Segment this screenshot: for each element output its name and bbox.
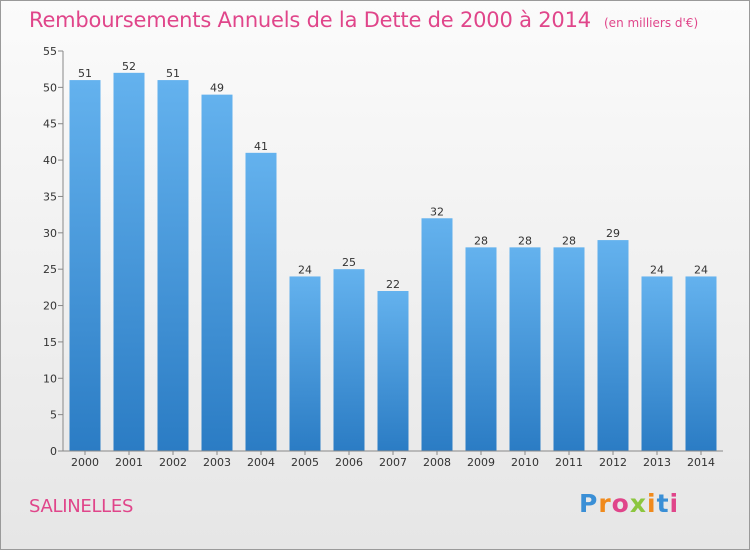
bar xyxy=(157,80,189,451)
x-tick-label: 2011 xyxy=(555,456,583,469)
bar xyxy=(69,80,101,451)
bar xyxy=(245,152,277,451)
data-label: 24 xyxy=(298,263,312,276)
bars: 51 52 51 49 41 24 25 22 32 28 28 28 29 24 24 xyxy=(69,60,717,452)
bar xyxy=(421,218,453,451)
x-axis: 2000 2001 2002 2003 2004 2005 2006 2007 2008 2009… xyxy=(63,450,723,469)
logo-letter: i xyxy=(647,489,657,518)
data-label: 24 xyxy=(650,263,664,276)
data-label: 22 xyxy=(386,278,400,291)
x-tick-label: 2009 xyxy=(467,456,495,469)
x-tick-label: 2001 xyxy=(115,456,143,469)
x-tick-label: 2010 xyxy=(511,456,539,469)
data-label: 51 xyxy=(166,67,180,80)
x-tick-label: 2005 xyxy=(291,456,319,469)
data-label: 28 xyxy=(474,234,488,247)
y-tick-label: 45 xyxy=(43,118,57,131)
data-label: 51 xyxy=(78,67,92,80)
bar xyxy=(597,240,629,451)
bar xyxy=(641,276,673,451)
logo-letter: i xyxy=(669,489,680,518)
data-label: 28 xyxy=(518,234,532,247)
bar xyxy=(113,72,145,452)
x-tick-label: 2006 xyxy=(335,456,363,469)
x-tick-label: 2008 xyxy=(423,456,451,469)
x-tick-label: 2013 xyxy=(643,456,671,469)
x-tick-label: 2014 xyxy=(687,456,715,469)
bar xyxy=(201,94,233,452)
logo-letter: t xyxy=(656,489,670,518)
data-label: 29 xyxy=(606,227,620,240)
chart-subtitle: (en milliers d'€) xyxy=(604,16,699,30)
place-name: SALINELLES xyxy=(29,496,134,517)
bar xyxy=(333,269,365,451)
bar xyxy=(289,276,321,451)
bar xyxy=(685,276,717,451)
proxiti-logo: Proxiti xyxy=(579,489,679,518)
y-tick-label: 30 xyxy=(43,227,57,240)
bar xyxy=(465,247,497,451)
x-tick-label: 2000 xyxy=(71,456,99,469)
data-label: 24 xyxy=(694,263,708,276)
data-label: 41 xyxy=(254,140,268,153)
chart-title: Remboursements Annuels de la Dette de 20… xyxy=(29,8,591,32)
data-label: 28 xyxy=(562,234,576,247)
x-tick-label: 2007 xyxy=(379,456,407,469)
bar xyxy=(553,247,585,451)
y-tick-label: 15 xyxy=(43,336,57,349)
x-tick-label: 2004 xyxy=(247,456,275,469)
data-label: 25 xyxy=(342,256,356,269)
y-tick-label: 10 xyxy=(43,372,57,385)
data-label: 52 xyxy=(122,60,136,73)
y-tick-label: 35 xyxy=(43,190,57,203)
data-label: 49 xyxy=(210,82,224,95)
y-tick-label: 50 xyxy=(43,81,57,94)
bar xyxy=(377,291,409,451)
y-tick-label: 20 xyxy=(43,300,57,313)
x-tick-label: 2002 xyxy=(159,456,187,469)
bar xyxy=(509,247,541,451)
x-tick-label: 2012 xyxy=(599,456,627,469)
y-tick-label: 5 xyxy=(50,409,57,422)
y-tick-label: 40 xyxy=(43,154,57,167)
logo-letter: r xyxy=(598,489,612,518)
y-tick-label: 0 xyxy=(50,445,57,458)
y-axis: 0 5 10 15 20 25 30 35 40 45 50 55 xyxy=(43,45,64,458)
logo-letter: o xyxy=(611,489,630,518)
chart-title-block: Remboursements Annuels de la Dette de 20… xyxy=(29,8,698,32)
y-tick-label: 55 xyxy=(43,45,57,58)
x-tick-label: 2003 xyxy=(203,456,231,469)
logo-letter: x xyxy=(629,489,647,518)
y-tick-label: 25 xyxy=(43,263,57,276)
logo-letter: P xyxy=(579,489,599,518)
data-label: 32 xyxy=(430,205,444,218)
